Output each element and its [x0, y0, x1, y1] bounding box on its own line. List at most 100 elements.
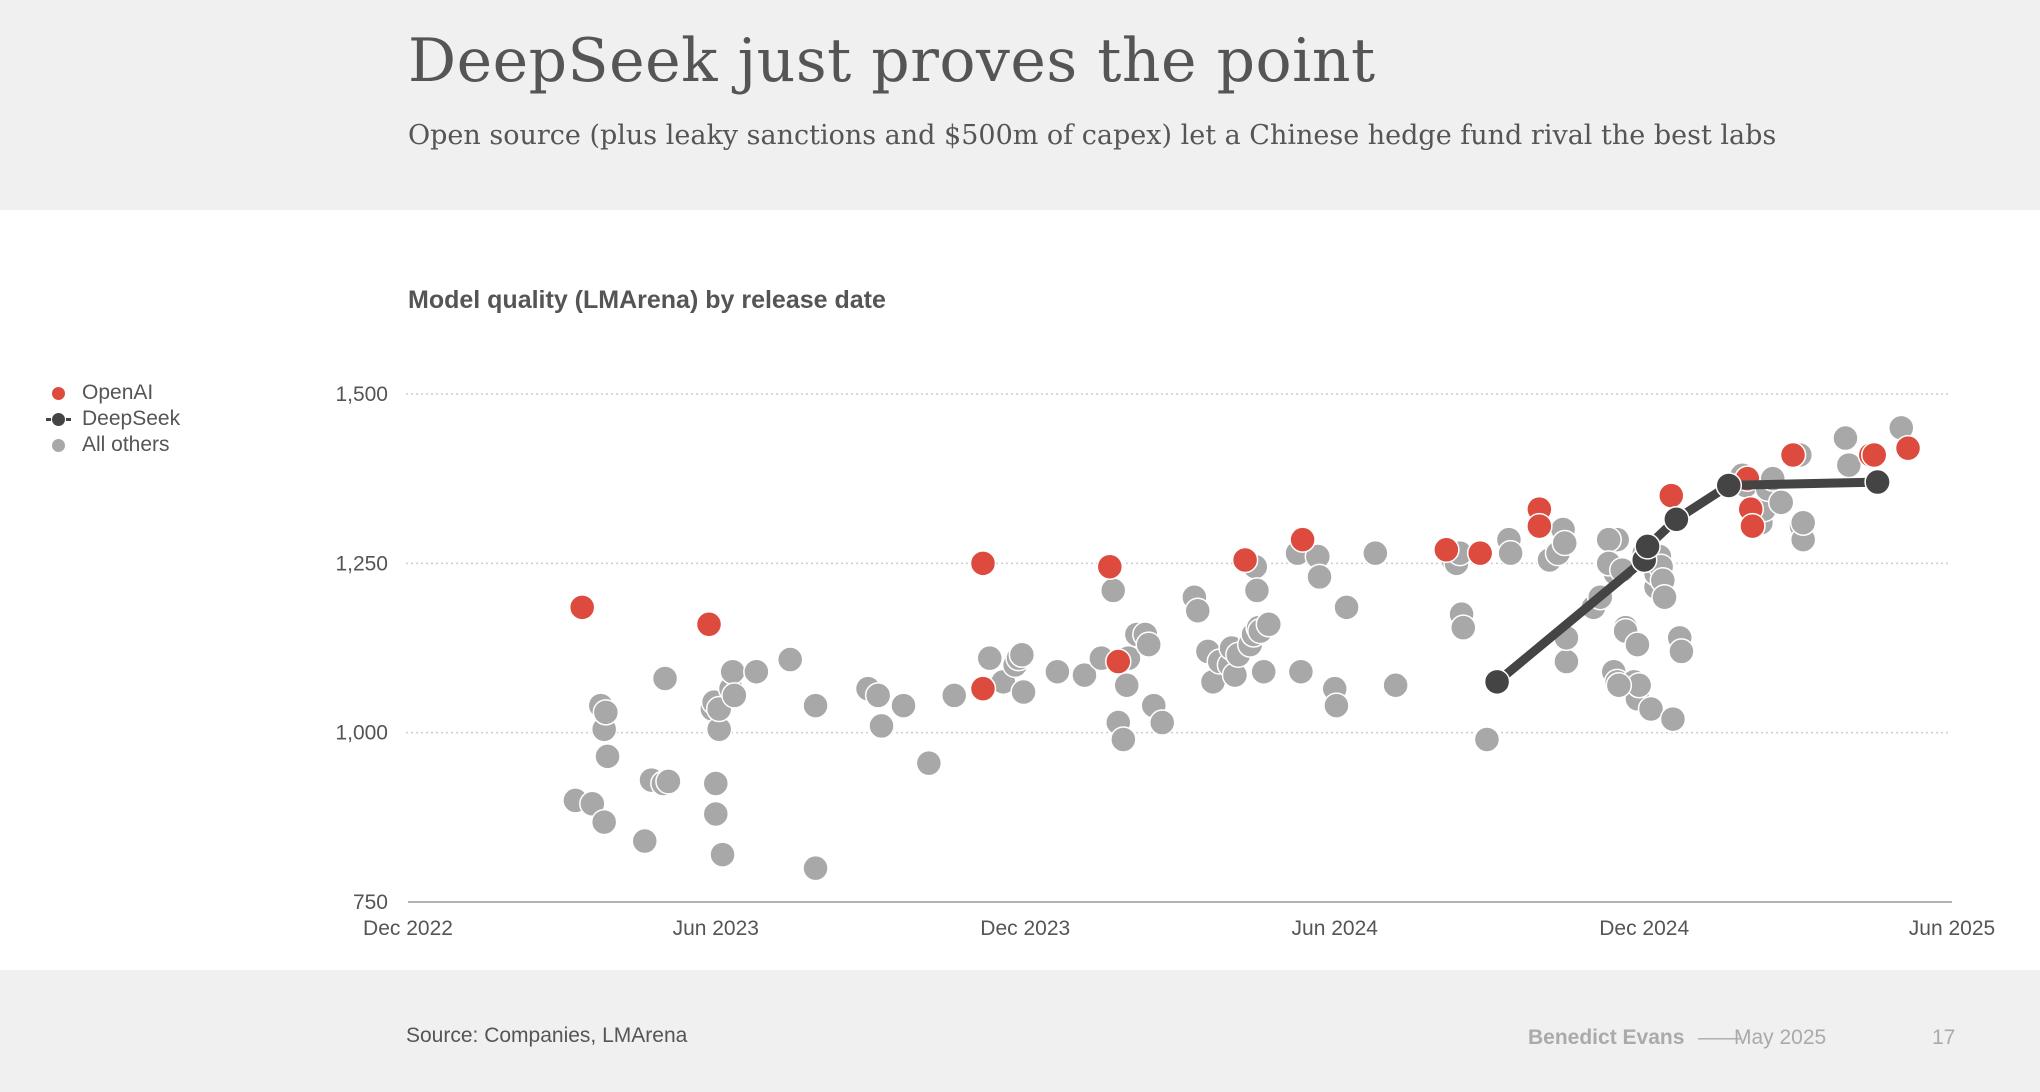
data-point-openai — [1105, 648, 1132, 675]
data-point-others — [651, 665, 679, 692]
data-point-others — [1637, 695, 1665, 723]
data-point-others — [1148, 709, 1176, 736]
data-point-others — [1071, 661, 1098, 689]
data-point-others — [702, 770, 730, 797]
data-point-others — [719, 658, 746, 685]
y-tick-label: 750 — [353, 891, 388, 914]
data-point-openai — [1860, 441, 1888, 469]
data-point-others — [592, 699, 620, 726]
data-point-others — [1595, 526, 1622, 553]
page-subtitle: Open source (plus leaky sanctions and $5… — [408, 120, 1777, 151]
data-point-others — [1113, 672, 1140, 699]
data-point-others — [890, 692, 917, 719]
data-point-others — [1668, 638, 1695, 665]
data-point-others — [1605, 672, 1633, 699]
data-point-others — [1835, 451, 1863, 479]
data-point-others — [1659, 705, 1687, 733]
data-point-others — [1832, 424, 1859, 452]
source-note: Source: Companies, LMArena — [406, 1024, 688, 1047]
data-point-others — [864, 682, 892, 709]
chart-title: Model quality (LMArena) by release date — [408, 286, 886, 314]
data-point-others — [1010, 678, 1037, 706]
data-point-others — [1287, 658, 1315, 685]
data-point-openai — [568, 594, 596, 621]
data-point-others — [1135, 631, 1162, 658]
data-point-others — [802, 692, 829, 719]
deepseek-series-line — [1492, 477, 1883, 687]
data-point-others — [1255, 611, 1283, 638]
data-point-others — [1008, 641, 1036, 669]
data-point-others — [1250, 658, 1277, 685]
legend-line-deepseek — [46, 413, 71, 426]
legend-dot-others — [52, 439, 65, 452]
y-tick-label: 1,500 — [335, 383, 388, 406]
legend-label-openai: OpenAI — [82, 381, 154, 404]
data-point-others — [1553, 648, 1580, 675]
data-point-others — [1184, 597, 1212, 624]
x-tick-label: Dec 2022 — [363, 917, 453, 940]
data-point-others — [631, 827, 659, 855]
data-point-others — [1497, 539, 1524, 567]
data-point-deepseek — [1634, 533, 1661, 560]
footer-separator: —— — [1698, 1026, 1740, 1049]
data-point-openai — [1096, 553, 1124, 580]
data-point-others — [868, 712, 895, 740]
data-point-others — [1473, 726, 1501, 753]
x-tick-label: Jun 2024 — [1292, 917, 1379, 940]
data-point-others — [594, 743, 621, 770]
y-tick-label: 1,000 — [335, 722, 388, 745]
data-point-openai — [695, 611, 723, 638]
data-point-others — [940, 682, 968, 709]
data-point-others — [1306, 563, 1333, 591]
data-point-others — [1099, 577, 1127, 604]
header-band — [0, 0, 2040, 210]
chart-legend: OpenAI DeepSeek All others — [46, 380, 246, 458]
data-point-openai — [1231, 546, 1259, 574]
data-point-openai — [1289, 526, 1316, 553]
data-point-deepseek — [1864, 468, 1891, 496]
data-point-others — [915, 749, 943, 777]
legend-label-deepseek: DeepSeek — [82, 407, 181, 430]
data-point-openai — [1466, 539, 1494, 567]
data-point-others — [1044, 658, 1071, 685]
page-title: DeepSeek just proves the point — [408, 26, 1376, 96]
data-point-openai — [969, 675, 997, 702]
data-point-deepseek — [1715, 472, 1743, 499]
data-point-openai — [1779, 441, 1807, 469]
legend-item-others: All others — [46, 432, 246, 458]
data-point-others — [721, 682, 748, 709]
x-tick-label: Dec 2024 — [1599, 917, 1689, 940]
data-point-others — [709, 841, 736, 868]
data-point-openai — [1433, 536, 1460, 564]
data-point-others — [1323, 692, 1350, 719]
data-point-others — [1767, 489, 1795, 516]
legend-label-others: All others — [82, 433, 170, 456]
x-tick-label: Dec 2023 — [980, 917, 1070, 940]
footer-date: May 2025 — [1734, 1026, 1827, 1049]
x-tick-label: Jun 2023 — [673, 917, 759, 940]
data-point-others — [1551, 529, 1578, 557]
author-name: Benedict Evans — [1528, 1026, 1685, 1049]
data-point-others — [1243, 577, 1271, 604]
data-point-openai — [969, 550, 997, 577]
data-point-others — [590, 808, 618, 836]
data-point-openai — [1658, 482, 1685, 509]
data-point-others — [1382, 672, 1409, 699]
data-point-others — [976, 644, 1003, 672]
data-point-others — [1789, 509, 1817, 536]
data-point-others — [1362, 539, 1389, 567]
data-point-others — [1624, 631, 1651, 658]
data-point-others — [1450, 614, 1477, 641]
page-number: 17 — [1932, 1026, 1956, 1049]
legend-item-openai: OpenAI — [46, 380, 246, 406]
data-point-openai — [1526, 512, 1553, 540]
data-point-openai — [1739, 512, 1766, 540]
y-tick-label: 1,250 — [335, 552, 388, 575]
data-point-others — [802, 854, 829, 882]
data-point-deepseek — [1663, 506, 1690, 533]
data-point-openai — [1894, 434, 1922, 462]
data-point-deepseek — [1483, 668, 1511, 696]
data-point-others — [1110, 726, 1137, 753]
legend-item-deepseek: DeepSeek — [46, 406, 246, 432]
